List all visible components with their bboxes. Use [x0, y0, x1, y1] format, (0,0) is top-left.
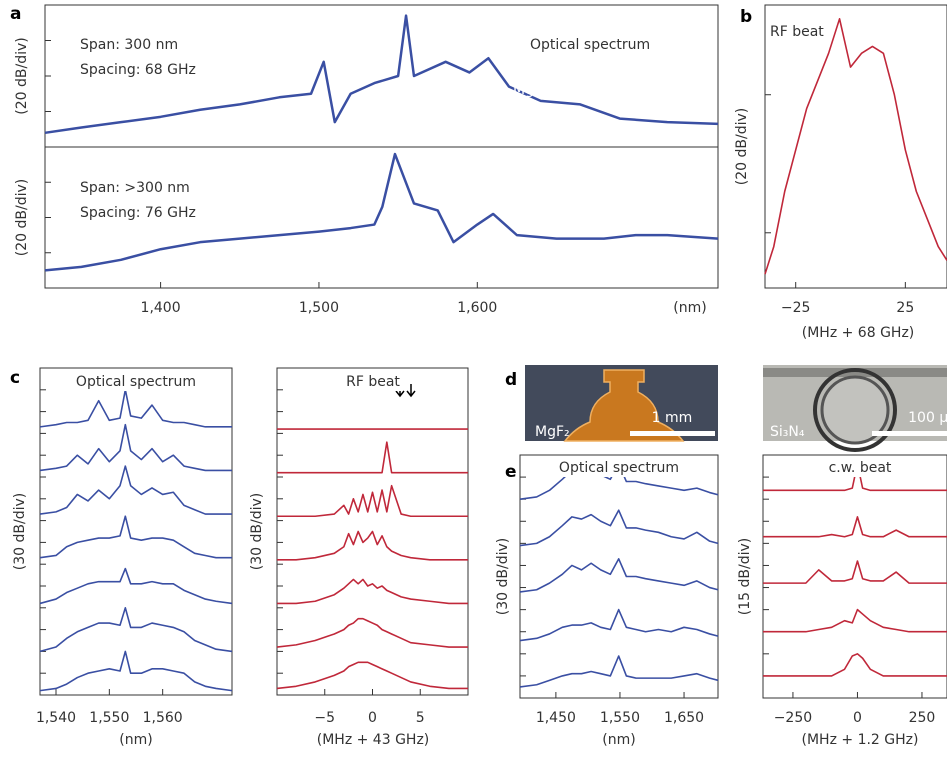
chart-panel: −250 0 250 (15 dB/div) (MHz + 1.2 GHz) c.w. b… — [737, 455, 947, 748]
spectrum-line — [763, 654, 947, 676]
x-tick-label: 0 — [368, 710, 377, 726]
panel-label: e — [505, 462, 517, 482]
x-tick-label: 250 — [909, 710, 936, 726]
x-axis-label: (MHz + 68 GHz) — [802, 325, 915, 341]
x-tick-label: 1,500 — [299, 300, 339, 316]
scale-label: 1 mm — [652, 410, 693, 426]
scale-bar — [630, 431, 715, 436]
spectrum-line — [40, 516, 232, 557]
x-tick-label: 1,540 — [36, 710, 76, 726]
chart-panel: 1,400 1,500 1,600 (20 dB/div) (nm) Span: >300… — [14, 147, 718, 316]
x-axis-label: (nm) — [119, 732, 152, 748]
annotation: Spacing: 76 GHz — [80, 205, 196, 221]
panel-d: MgF₂ 1 mm Si₃N₄ 100 μm d — [505, 365, 947, 450]
spectrum-line — [520, 656, 718, 687]
spectrum-line — [40, 608, 232, 652]
x-axis-label: (nm) — [602, 732, 635, 748]
x-tick-label: 1,400 — [141, 300, 181, 316]
y-axis-label: (20 dB/div) — [14, 179, 30, 256]
annotation: Si₃N₄ — [500, 245, 535, 261]
annotation: Span: >300 nm — [80, 180, 190, 196]
scale-bar — [872, 431, 947, 436]
x-tick-label: 1,650 — [664, 710, 704, 726]
x-tick-label: 25 — [896, 300, 914, 316]
x-tick-label: −250 — [774, 710, 812, 726]
spectrum-line — [763, 517, 947, 537]
photo-label: MgF₂ — [535, 424, 570, 440]
spectrum-line — [520, 510, 718, 545]
spectrum-line — [765, 19, 947, 274]
x-axis-label: (MHz + 1.2 GHz) — [802, 732, 919, 748]
spectrum-line — [520, 610, 718, 641]
panel-title: c.w. beat — [829, 460, 892, 476]
y-axis-label: (20 dB/div) — [14, 37, 30, 114]
spectrum-line — [40, 569, 232, 604]
y-axis-label: (30 dB/div) — [12, 493, 28, 570]
photo-label: Si₃N₄ — [770, 424, 805, 440]
annotation: Spacing: 68 GHz — [80, 62, 196, 78]
spectrum-line — [277, 486, 468, 517]
x-tick-label: −25 — [781, 300, 811, 316]
spectrum-line — [763, 610, 947, 632]
chart-panel: (20 dB/div) Span: 300 nm Spacing: 68 GHz Op… — [10, 4, 718, 147]
x-tick-label: 1,550 — [600, 710, 640, 726]
x-axis-label: (nm) — [673, 300, 706, 316]
panel-label: a — [10, 4, 21, 24]
panel-title: RF beat — [770, 24, 824, 40]
scale-label: 100 μm — [908, 410, 947, 426]
chart-panel: −25 25 (20 dB/div) (MHz + 68 GHz) RF beat b — [734, 5, 947, 341]
y-axis-label: (30 dB/div) — [249, 493, 265, 570]
x-tick-label: 1,450 — [536, 710, 576, 726]
spectrum-line — [277, 662, 468, 688]
panel-label: b — [740, 7, 752, 27]
chart-panel: 1,450 1,550 1,650 (30 dB/div) (nm) Optical sp… — [495, 455, 718, 748]
x-axis-label: (MHz + 43 GHz) — [317, 732, 430, 748]
annotation: Optical spectrum — [530, 37, 650, 53]
x-tick-label: 1,600 — [457, 300, 497, 316]
spectrum-line — [40, 390, 232, 427]
x-tick-label: 0 — [853, 710, 862, 726]
x-tick-label: −5 — [314, 710, 335, 726]
x-tick-label: 5 — [416, 710, 425, 726]
spectrum-line — [277, 579, 468, 603]
y-axis-label: (20 dB/div) — [734, 108, 750, 185]
spectrum-line — [277, 442, 468, 473]
spectrum-line — [40, 425, 232, 471]
panel-title: RF beat — [346, 374, 400, 390]
chart-panel: −5 0 5 (30 dB/div) (MHz + 43 GHz) RF beat — [249, 368, 468, 748]
y-axis-label: (30 dB/div) — [495, 538, 511, 615]
spectrum-line — [40, 466, 232, 514]
annotation: MgF₂ — [513, 82, 548, 98]
panel-label: d — [505, 370, 517, 390]
spectrum-line — [763, 561, 947, 583]
panel-title: Optical spectrum — [76, 374, 196, 390]
plot-frame — [520, 455, 718, 698]
x-tick-label: 1,550 — [89, 710, 129, 726]
spectrum-line — [520, 559, 718, 592]
panel-label: c — [10, 368, 20, 388]
chart-panel: 1,540 1,550 1,560 (30 dB/div) (nm) Optical sp… — [10, 368, 232, 748]
spectrum-line — [277, 532, 468, 560]
x-tick-label: 1,560 — [143, 710, 183, 726]
y-axis-label: (15 dB/div) — [737, 538, 753, 615]
plot-frame — [763, 455, 947, 698]
annotation: Span: 300 nm — [80, 37, 178, 53]
plot-frame — [765, 5, 947, 288]
spectrum-line — [40, 651, 232, 690]
figure: MgF₂ 1 mm Si₃N₄ 100 μm d (20 dB/div) Span… — [0, 0, 947, 758]
spectrum-line — [277, 619, 468, 647]
panel-title: Optical spectrum — [559, 460, 679, 476]
